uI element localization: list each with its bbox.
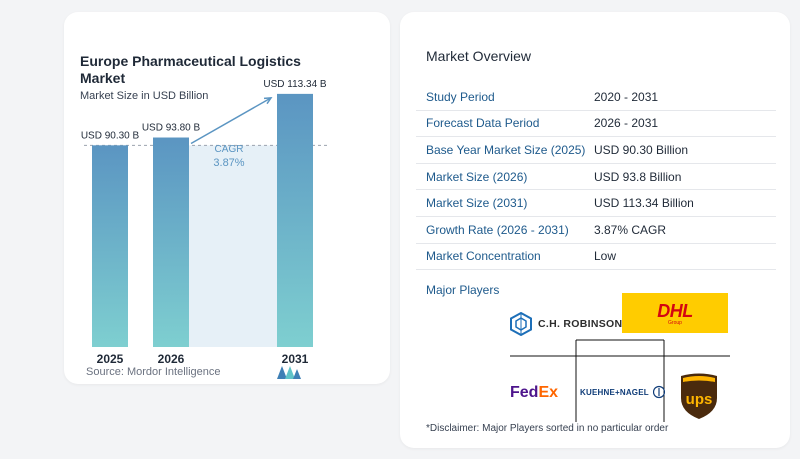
cagr-value: 3.87%	[213, 157, 244, 169]
row-label: Base Year Market Size (2025)	[426, 142, 586, 157]
tick-label-2026: 2026	[158, 352, 185, 366]
overview-row-forecast-period: Forecast Data Period 2026 - 2031	[416, 111, 776, 138]
overview-row-size-2026: Market Size (2026) USD 93.8 Billion	[416, 164, 776, 191]
row-label: Forecast Data Period	[426, 116, 540, 131]
disclaimer-note: *Disclaimer: Major Players sorted in no …	[426, 423, 669, 434]
major-players-logos: C.H. ROBINSON DHL Group FedEx KUEHNE+NAG…	[500, 292, 740, 422]
logo-kuehne-nagel: KUEHNE+NAGEL	[580, 385, 665, 399]
row-value: 2026 - 2031	[594, 116, 659, 131]
market-size-card: USD 90.30 B 2025 USD 93.80 B 2026 USD 113.34…	[64, 12, 390, 384]
row-value: Low	[594, 249, 617, 264]
chart-subtitle: Market Size in USD Billion	[80, 90, 209, 102]
row-label: Market Size (2031)	[426, 196, 528, 211]
bar-2031	[277, 93, 313, 348]
ups-wordmark: ups	[686, 391, 713, 408]
row-value: USD 90.30 Billion	[594, 142, 689, 157]
fedex-ex: Ex	[538, 384, 559, 401]
overview-row-growth-rate: Growth Rate (2026 - 2031) 3.87% CAGR	[416, 217, 776, 244]
ch-robinson-name: C.H. ROBINSON	[538, 318, 623, 330]
cagr-arrowhead	[263, 97, 273, 105]
data-label-2031: USD 113.34 B	[263, 79, 327, 90]
row-value: 3.87% CAGR	[594, 222, 667, 237]
market-overview-card: Market Overview Study Period 2020 - 2031…	[400, 12, 790, 448]
dhl-wordmark: DHL	[657, 300, 693, 321]
data-label-2025: USD 90.30 B	[81, 130, 140, 141]
overview-row-study-period: Study Period 2020 - 2031	[416, 84, 776, 111]
growth-band	[189, 145, 277, 347]
row-label: Market Concentration	[426, 249, 541, 264]
chart-title: Europe Pharmaceutical Logistics Market	[80, 53, 301, 86]
logo-fedex: FedEx	[510, 384, 558, 402]
row-label: Study Period	[426, 89, 495, 104]
dhl-group-text: Group	[668, 319, 682, 326]
fedex-fed: Fed	[510, 384, 539, 401]
row-label: Growth Rate (2026 - 2031)	[426, 222, 569, 237]
bar-2026	[153, 137, 189, 347]
overview-row-size-2031: Market Size (2031) USD 113.34 Billion	[416, 190, 776, 217]
data-label-2026: USD 93.80 B	[142, 123, 201, 134]
row-value: USD 113.34 Billion	[594, 196, 694, 211]
market-size-chart: USD 90.30 B 2025 USD 93.80 B 2026 USD 113.34…	[81, 79, 330, 366]
logo-ups: ups	[681, 373, 717, 419]
kuehne-nagel-anchor-icon	[652, 385, 665, 399]
cagr-label: CAGR	[215, 144, 244, 155]
overview-title: Market Overview	[426, 48, 532, 64]
row-label: Market Size (2026)	[426, 169, 528, 184]
bar-2025	[92, 145, 128, 347]
ch-robinson-hex-icon	[510, 312, 532, 336]
row-value: USD 93.8 Billion	[594, 169, 682, 184]
logo-dhl: DHL Group	[622, 293, 728, 333]
source-note: Source: Mordor Intelligence	[86, 366, 221, 378]
row-value: 2020 - 2031	[594, 89, 659, 104]
logo-ch-robinson: C.H. ROBINSON	[510, 312, 622, 336]
tick-label-2031: 2031	[282, 352, 309, 366]
overview-row-base-year-size: Base Year Market Size (2025) USD 90.30 B…	[416, 137, 776, 164]
tick-label-2025: 2025	[97, 352, 124, 366]
logo-divider-lines	[510, 339, 730, 422]
overview-row-concentration: Market Concentration Low	[416, 244, 776, 271]
overview-table: Study Period 2020 - 2031 Forecast Data P…	[416, 84, 776, 271]
mordor-intelligence-logo-icon	[277, 366, 301, 379]
cagr-arrow	[190, 97, 272, 145]
major-players-label: Major Players	[426, 283, 500, 297]
kuehne-nagel-name: KUEHNE+NAGEL	[580, 387, 649, 397]
